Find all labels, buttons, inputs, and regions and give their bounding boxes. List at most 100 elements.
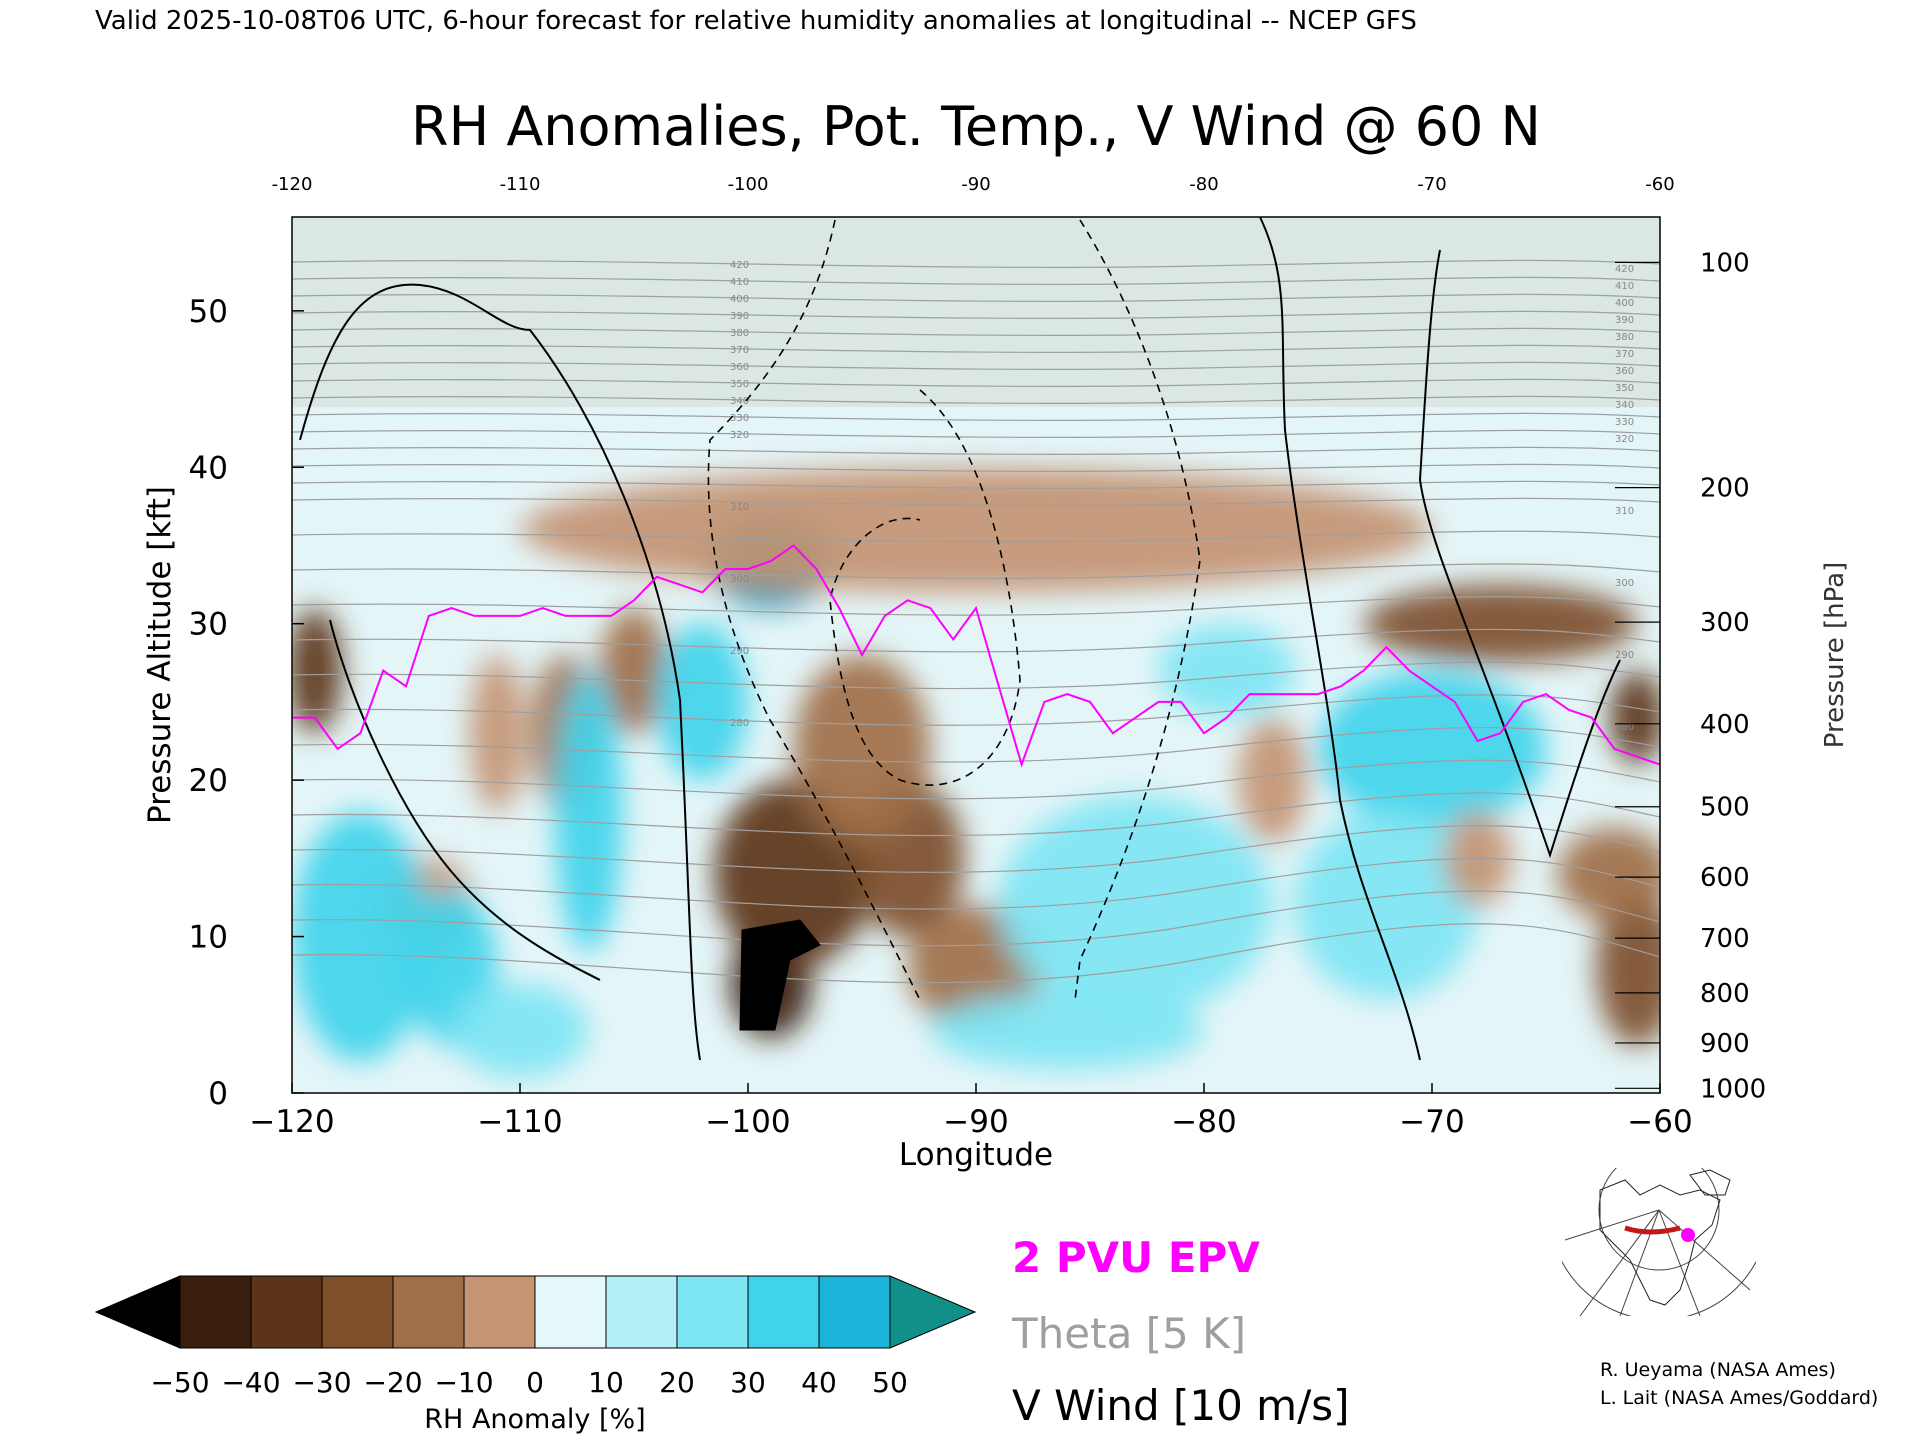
v-wind-contour-negative	[707, 219, 921, 1001]
v-wind-contour-zero	[1259, 217, 1421, 1061]
theta-contour-label: 410	[730, 277, 749, 288]
rh-anomaly-cell	[793, 655, 931, 843]
y-tick-label: 10	[189, 920, 228, 956]
theta-contour	[292, 327, 1660, 336]
theta-contour-label: 330	[730, 413, 749, 424]
theta-contour	[292, 759, 1660, 800]
rh-anomaly-cell	[1318, 670, 1546, 828]
pressure-tick-label: 1000	[1700, 1074, 1766, 1104]
credit-line-2: L. Lait (NASA Ames/Goddard)	[1600, 1387, 1878, 1409]
x-tick-label: −100	[705, 1104, 790, 1140]
colorbar: −50 −40 −30 −20 −10 0 10 20 30 40 50	[94, 1275, 977, 1399]
colorbar-tick-label: 40	[801, 1366, 837, 1399]
pressure-tick-label: 500	[1700, 793, 1750, 823]
colorbar-tick-label: −50	[150, 1366, 209, 1399]
rh-anomaly-cell	[1609, 670, 1660, 765]
theta-contour-label: 290	[1615, 650, 1634, 661]
colorbar-tick-label: 30	[730, 1366, 766, 1399]
x-top-tick-label: -100	[728, 174, 769, 195]
x-top-tick-label: -80	[1189, 174, 1218, 195]
theta-contour	[292, 463, 1660, 472]
colorbar-tick-label: 10	[588, 1366, 624, 1399]
map-meridian	[1564, 1209, 1660, 1241]
legend-theta: Theta [5 K]	[1011, 1309, 1246, 1358]
theta-contour	[292, 480, 1660, 489]
theta-contour-label: 380	[730, 328, 749, 339]
theta-contour-label: 350	[730, 379, 749, 390]
colorbar-bin	[463, 1275, 536, 1349]
rh-anomaly-cell	[1363, 584, 1638, 663]
theta-contour-label: 340	[1615, 400, 1634, 411]
theta-contour	[292, 361, 1660, 370]
x-tick-label: −70	[1399, 1104, 1464, 1140]
v-wind-contours	[299, 217, 1621, 1061]
v-wind-contour-ten	[1418, 249, 1621, 859]
theta-contour-label: 300	[1615, 578, 1634, 589]
theta-contour-label: 280	[730, 718, 749, 729]
theta-contour	[292, 596, 1660, 616]
rh-anomaly-cell	[520, 467, 1432, 593]
theta-contour-label: 310	[730, 502, 749, 513]
rh-anomaly-cell	[451, 983, 589, 1078]
legend-pv: 2 PVU EPV	[1012, 1233, 1260, 1282]
rh-anomaly-cell	[292, 608, 343, 734]
map-meridian	[1658, 1209, 1701, 1316]
theta-contour-label: 340	[730, 396, 749, 407]
rh-anomaly-cell	[656, 623, 749, 781]
theta-contours: 420 420 410 410 400 400 390 390 380 380 370 370 360 3…	[292, 259, 1660, 984]
v-wind-contour-negative	[1074, 219, 1201, 1001]
colorbar-bin	[747, 1275, 820, 1349]
colorbar-tick-label: −40	[221, 1366, 280, 1399]
theta-contour	[292, 429, 1660, 438]
theta-contour	[292, 792, 1660, 837]
map-location-marker	[1681, 1228, 1695, 1242]
header-text: Valid 2025-10-08T06 UTC, 6-hour forecast…	[95, 6, 1417, 36]
colorbar-bin	[179, 1275, 252, 1349]
map-meridian	[1579, 1209, 1660, 1316]
theta-contour-label: 280	[1615, 722, 1634, 733]
map-inset-frame	[1562, 1168, 1756, 1316]
pressure-axis-label: Pressure [hPa]	[1820, 562, 1850, 749]
v-wind-contour-negative	[829, 389, 1021, 786]
theta-contour-label: 410	[1615, 281, 1634, 292]
colorbar-tick-label: −30	[292, 1366, 351, 1399]
x-tick-label: −60	[1627, 1104, 1692, 1140]
pressure-tick-label: 400	[1700, 710, 1750, 740]
theta-contour	[292, 276, 1660, 285]
theta-contour	[292, 446, 1660, 455]
pressure-tick-label: 300	[1700, 608, 1750, 638]
colorbar-bin	[392, 1275, 465, 1349]
theta-contour-label: 360	[730, 362, 749, 373]
colorbar-bin	[818, 1275, 891, 1349]
colorbar-tick-label: 20	[659, 1366, 695, 1399]
pv-2pvu-line	[292, 544, 1660, 768]
theta-contour-label: 400	[1615, 298, 1634, 309]
theta-contour-label: 330	[1615, 417, 1634, 428]
y-axis-label: Pressure Altitude [kft]	[142, 486, 178, 824]
map-coastlines	[1689, 1169, 1731, 1196]
v-wind-contour-dark-core	[739, 919, 821, 1031]
pressure-tick-label: 700	[1700, 924, 1750, 954]
map-latitude-track	[1624, 1225, 1681, 1235]
theta-contour	[292, 628, 1660, 653]
theta-contour-label: 420	[1615, 264, 1634, 275]
theta-contour	[292, 726, 1660, 763]
theta-contour-label: 370	[730, 345, 749, 356]
map-meridian	[1658, 1209, 1751, 1291]
theta-contour-label: 290	[730, 646, 749, 657]
rh-anomaly-cell	[1158, 623, 1296, 718]
rh-anomaly-cell	[469, 655, 525, 812]
map-coastlines	[1599, 1179, 1721, 1306]
rh-anomaly-cell	[554, 670, 623, 953]
pressure-tick-label: 600	[1700, 863, 1750, 893]
theta-contour	[292, 890, 1660, 947]
rh-anomaly-cell	[1295, 811, 1478, 1000]
theta-contour-label: 370	[1615, 349, 1634, 360]
colorbar-tick-label: 50	[872, 1366, 908, 1399]
colorbar-label: RH Anomaly [%]	[424, 1404, 645, 1435]
x-top-tick-label: -70	[1417, 174, 1446, 195]
theta-contour	[292, 563, 1660, 580]
x-top-tick-label: -60	[1645, 174, 1674, 195]
pressure-axis-ticks: 100 200 300 400 500 600 700 800 900 1000	[1615, 248, 1766, 1104]
